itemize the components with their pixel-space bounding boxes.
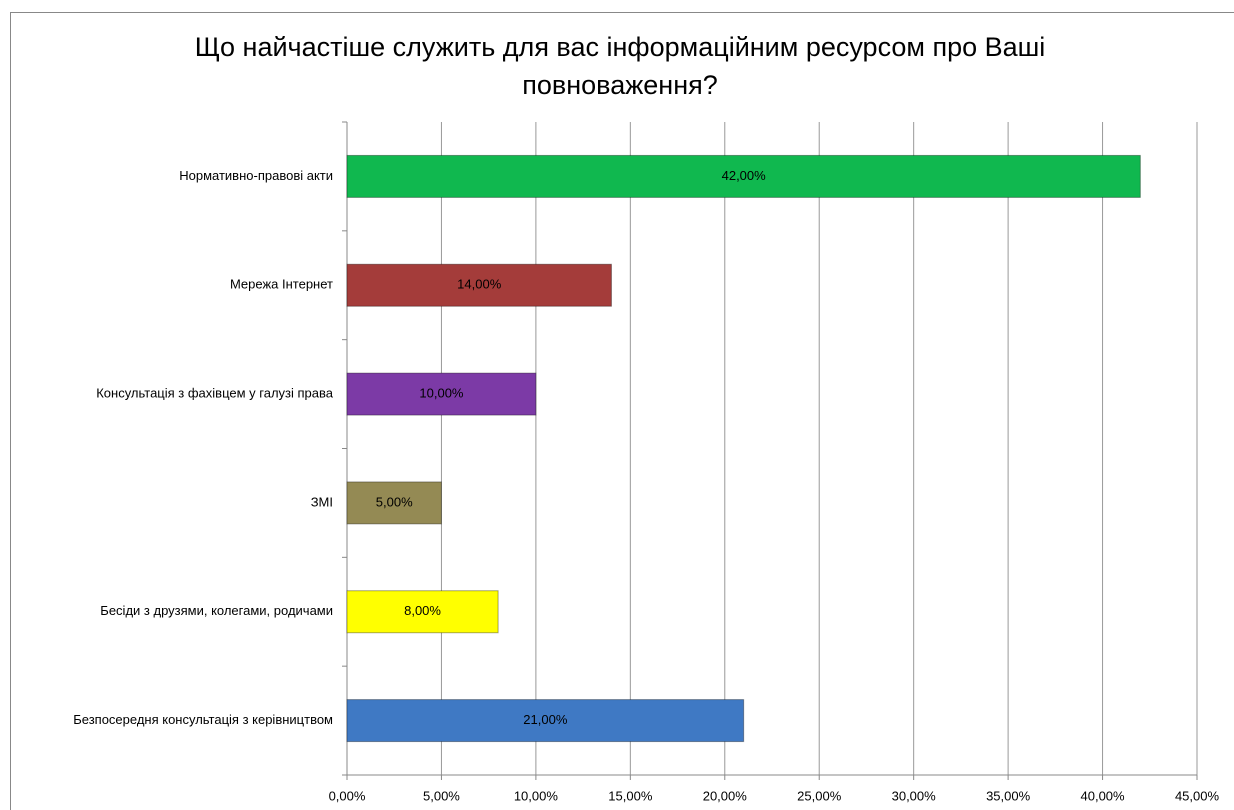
data-label: 21,00% (523, 712, 568, 727)
bar (346, 263, 612, 307)
bar (346, 372, 537, 416)
x-tick-label: 20,00% (703, 788, 748, 803)
data-label: 5,00% (376, 494, 413, 509)
x-tick-label: 30,00% (892, 788, 937, 803)
data-label: 42,00% (722, 168, 767, 183)
x-tick-label: 15,00% (608, 788, 653, 803)
bar (346, 590, 499, 634)
x-tick-label: 45,00% (1175, 788, 1220, 803)
x-tick-label: 40,00% (1081, 788, 1126, 803)
x-tick-label: 10,00% (514, 788, 559, 803)
y-tick-label: Нормативно-правові акти (179, 168, 333, 183)
x-tick-label: 5,00% (423, 788, 460, 803)
y-tick-label: Бесіди з друзями, колегами, родичами (100, 603, 333, 618)
y-tick-label: Мережа Інтернет (230, 277, 333, 292)
y-tick-label: Безпосередня консультація з керівництвом (73, 712, 333, 727)
bar (346, 699, 745, 743)
chart-title: Що найчастіше служить для вас інформацій… (194, 32, 1046, 100)
y-tick-label: Консультація з фахівцем у галузі права (96, 386, 334, 401)
x-tick-label: 35,00% (986, 788, 1031, 803)
x-tick-label: 0,00% (329, 788, 366, 803)
bar (346, 481, 442, 525)
data-label: 8,00% (404, 603, 441, 618)
x-tick-label: 25,00% (797, 788, 842, 803)
data-label: 10,00% (419, 386, 464, 401)
bar (346, 154, 1141, 198)
y-tick-label: ЗМІ (311, 494, 333, 509)
chart-frame (10, 12, 1234, 810)
data-label: 14,00% (457, 277, 502, 292)
